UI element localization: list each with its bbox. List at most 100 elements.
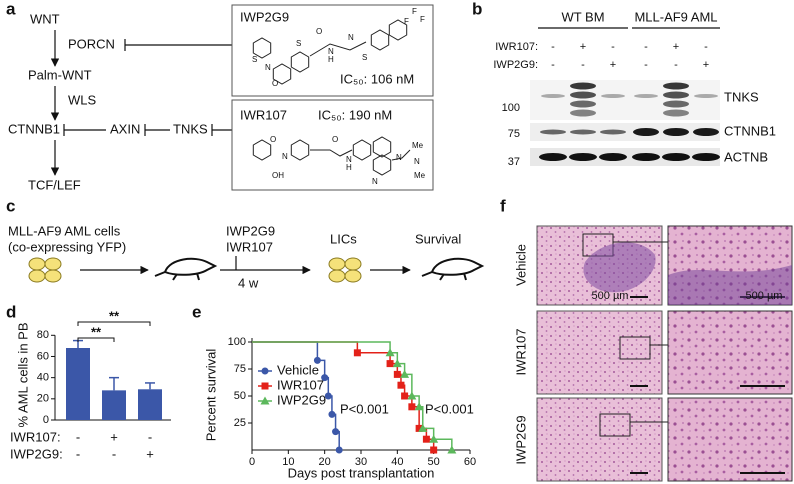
atom: N <box>372 177 378 186</box>
bond <box>391 149 411 161</box>
marker <box>321 374 329 382</box>
significance-bracket <box>77 337 115 342</box>
annotation: P<0.001 <box>425 401 474 416</box>
atom: N <box>346 155 352 164</box>
row-label: IWP2G9 <box>513 415 528 464</box>
node: CTNNB1 <box>8 121 60 136</box>
marker <box>418 423 428 432</box>
sign: - <box>76 446 80 461</box>
y-tick-label: 75 <box>234 363 246 375</box>
sign: - <box>551 59 555 71</box>
band <box>693 128 719 136</box>
band <box>570 109 596 117</box>
ring <box>290 139 310 161</box>
y-axis-label: Percent survival <box>203 349 218 442</box>
zoom-box <box>599 413 631 437</box>
compound-box <box>231 99 434 191</box>
row-label: Vehicle <box>513 244 528 286</box>
band <box>570 100 596 108</box>
pathway: WNT PORCN Palm-WNT WLS CTNNB1 AXIN TNKS … <box>8 11 232 192</box>
band <box>694 94 718 98</box>
schematic-text: 4 w <box>238 275 259 290</box>
band <box>540 129 566 135</box>
atom: N <box>328 47 334 56</box>
panel-label: c <box>6 196 15 215</box>
atom: S <box>252 55 257 64</box>
band <box>600 129 626 135</box>
x-tick-label: 0 <box>249 456 255 468</box>
band <box>601 94 625 98</box>
marker <box>386 360 394 368</box>
histology-zoom <box>667 397 793 482</box>
marker <box>260 396 270 405</box>
x-tick-label: 10 <box>282 456 294 468</box>
sign: - <box>581 59 585 71</box>
protein-label: ACTNB <box>724 149 768 164</box>
sign: + <box>146 446 154 461</box>
node: WLS <box>68 92 97 107</box>
atom: O <box>270 135 276 144</box>
node: PORCN <box>68 36 115 51</box>
atom: H <box>346 163 352 172</box>
compound-box <box>231 4 434 97</box>
x-axis-label: Days post transplantation <box>288 465 435 480</box>
bands <box>539 82 720 161</box>
legend-label: IWP2G9 <box>277 392 326 407</box>
x-tick-label: 30 <box>355 456 367 468</box>
bar <box>66 348 90 420</box>
schematic-text: IWR107 <box>226 239 273 254</box>
atom: N <box>282 152 288 161</box>
band <box>599 153 627 161</box>
legend-label: Vehicle <box>277 362 319 377</box>
ring <box>252 37 272 59</box>
atom-labels: F F F S O N H N S N O S O N OH O N H N M… <box>252 7 426 186</box>
atom: S <box>296 39 301 48</box>
atom: S <box>362 53 367 62</box>
band <box>569 153 597 161</box>
ring <box>372 136 392 158</box>
marker <box>429 434 439 443</box>
scale-bar-label: 500 µm <box>746 290 783 302</box>
band <box>541 94 565 98</box>
atom: Me <box>414 171 426 180</box>
atom: F <box>412 7 417 16</box>
annotation: P<0.001 <box>340 401 389 416</box>
row-label: IWR107 <box>513 329 528 376</box>
marker <box>353 349 361 357</box>
y-tick-label: 40 <box>37 372 49 384</box>
panel-label: d <box>6 302 16 321</box>
schematic-text: IWP2G9 <box>226 223 275 238</box>
node: Palm-WNT <box>28 67 92 82</box>
row-label: IWR107: <box>10 429 61 444</box>
x-tick-label: 40 <box>391 456 403 468</box>
ring <box>352 139 372 161</box>
ring <box>290 51 310 73</box>
marker <box>414 402 424 411</box>
node: AXIN <box>110 121 140 136</box>
band <box>633 128 659 136</box>
marker-size: 37 <box>508 156 520 168</box>
ring <box>372 154 392 176</box>
histology <box>536 225 793 482</box>
histology-image <box>536 397 663 482</box>
cell <box>344 257 362 271</box>
marker <box>335 446 343 454</box>
sign: - <box>112 446 116 461</box>
bar <box>138 389 162 420</box>
group-label: MLL-AF9 AML <box>634 9 717 24</box>
marker <box>328 410 336 418</box>
band <box>663 128 689 136</box>
marker <box>393 370 401 378</box>
sign: - <box>551 41 555 53</box>
marker <box>313 356 321 364</box>
band <box>663 91 689 99</box>
sign: - <box>644 41 648 53</box>
significance: ** <box>109 308 120 323</box>
marker <box>261 367 269 375</box>
atom: O <box>332 135 338 144</box>
scale-bar-label: 500 µm <box>592 290 629 302</box>
sign: - <box>611 41 615 53</box>
sign: + <box>610 59 616 71</box>
ring <box>388 19 408 41</box>
atom: N <box>348 33 354 42</box>
